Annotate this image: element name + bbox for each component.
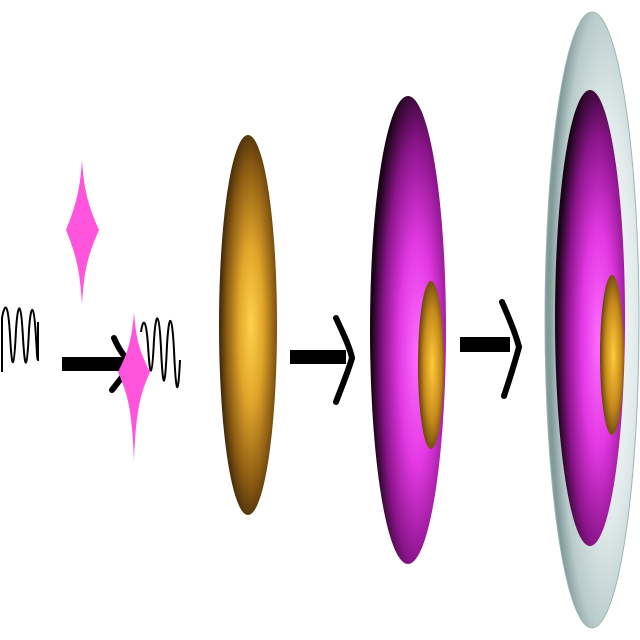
shelled-disc-core xyxy=(600,275,624,435)
core-disc xyxy=(219,135,277,515)
arrow-3 xyxy=(460,299,523,399)
outgoing-wave xyxy=(140,317,181,388)
star-particle-interaction xyxy=(118,312,150,462)
arrow-1 xyxy=(62,335,135,393)
arrow-2 xyxy=(290,315,356,405)
coated-disc-core xyxy=(418,281,444,449)
star-particle-top xyxy=(66,160,99,305)
incoming-wave xyxy=(1,306,39,372)
shelled-disc xyxy=(544,11,640,629)
shelled-disc-coat xyxy=(555,90,625,546)
coated-disc xyxy=(370,96,446,564)
